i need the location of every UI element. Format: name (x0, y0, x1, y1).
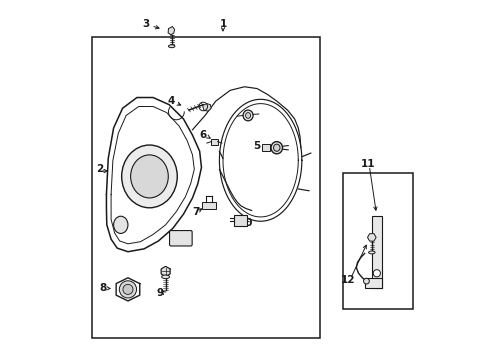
Polygon shape (367, 234, 375, 241)
Text: 2: 2 (96, 164, 102, 174)
Ellipse shape (168, 45, 175, 48)
Circle shape (372, 270, 380, 277)
Bar (364, 278, 381, 288)
Polygon shape (161, 266, 170, 276)
Bar (202, 202, 215, 210)
Text: 10: 10 (239, 218, 253, 228)
Text: 9: 9 (156, 288, 163, 298)
Bar (211, 139, 217, 145)
Text: 6: 6 (199, 130, 206, 140)
Ellipse shape (273, 144, 280, 151)
Text: 11: 11 (360, 159, 375, 169)
FancyBboxPatch shape (169, 230, 192, 246)
Text: 12: 12 (341, 275, 355, 285)
Ellipse shape (130, 155, 168, 198)
Text: 5: 5 (253, 141, 260, 151)
Ellipse shape (113, 216, 128, 233)
Ellipse shape (245, 113, 250, 118)
Bar (371, 216, 381, 288)
Circle shape (122, 284, 133, 294)
Text: 1: 1 (219, 19, 226, 29)
Ellipse shape (162, 275, 169, 279)
Polygon shape (168, 27, 174, 35)
Ellipse shape (122, 145, 177, 208)
Circle shape (363, 278, 368, 284)
Bar (262, 144, 269, 151)
Bar (92, 37, 319, 338)
Text: 4: 4 (167, 96, 174, 106)
Ellipse shape (270, 141, 282, 154)
Text: 7: 7 (192, 207, 200, 217)
Text: 3: 3 (142, 19, 149, 29)
Circle shape (119, 281, 136, 298)
Ellipse shape (243, 110, 253, 121)
Bar (234, 215, 247, 226)
Bar (343, 173, 412, 309)
Text: 8: 8 (99, 283, 106, 293)
Ellipse shape (368, 251, 374, 254)
Polygon shape (202, 104, 211, 111)
